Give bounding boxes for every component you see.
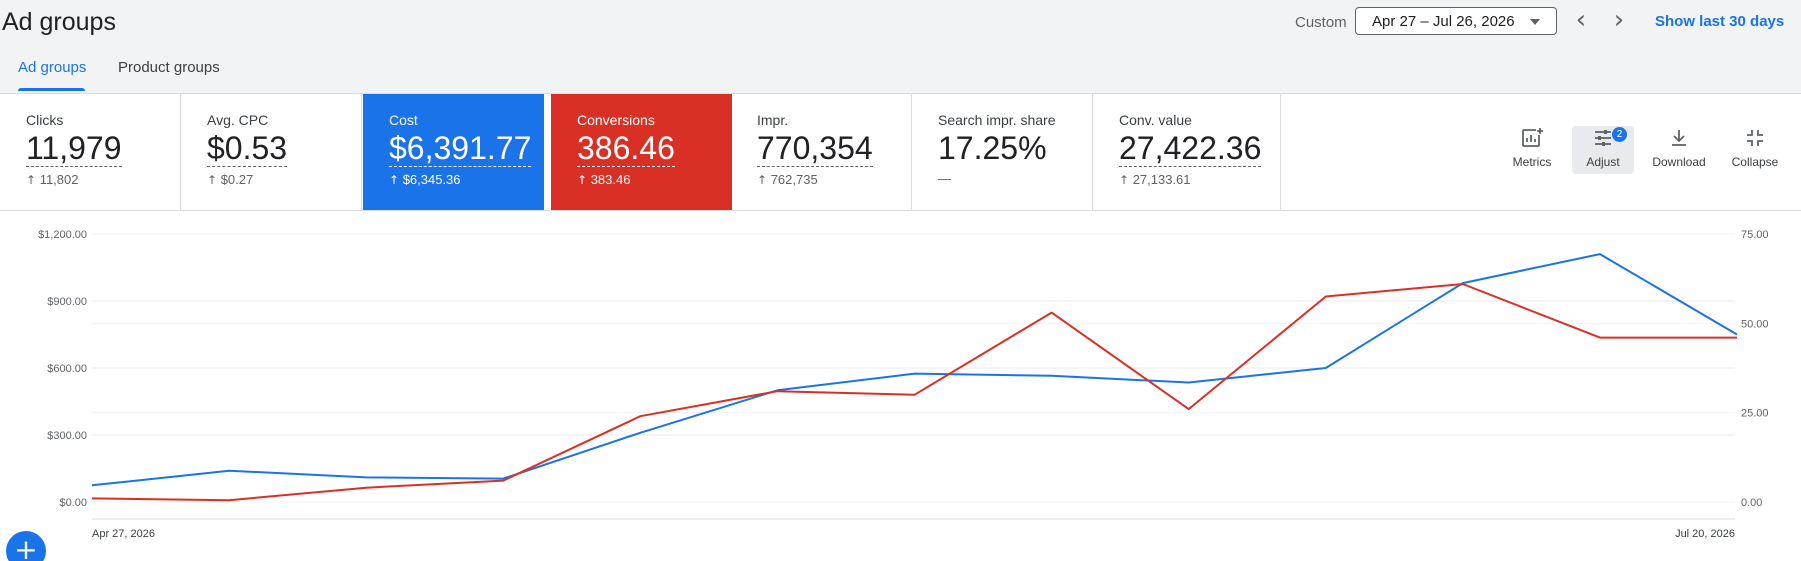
y-left-tick-label: $900.00 [47, 296, 87, 308]
add-fab-button[interactable]: + [6, 531, 46, 561]
y-left-tick-label: $600.00 [47, 363, 87, 375]
date-range-value: Apr 27 – Jul 26, 2026 [1372, 13, 1515, 30]
scorecard-value: 770,354 [757, 130, 873, 167]
scorecard-search-impr-share[interactable]: Search impr. share 17.25% — [912, 94, 1093, 210]
collapse-button[interactable]: Collapse [1724, 126, 1786, 174]
scorecard-label: Conversions [577, 112, 655, 128]
adjust-button[interactable]: Adjust 2 [1572, 126, 1634, 174]
scorecard-change: — [938, 171, 951, 186]
scorecard-conv-value[interactable]: Conv. value 27,422.36 ↑ 27,133.61 [1093, 94, 1281, 210]
y-left-tick-label: $0.00 [59, 497, 87, 509]
scorecard-label: Avg. CPC [207, 112, 269, 128]
scorecard-label: Conv. value [1119, 112, 1192, 128]
metrics-icon [1501, 126, 1563, 150]
scorecard-label: Search impr. share [938, 112, 1056, 128]
x-tick-label: Jul 20, 2026 [1675, 528, 1735, 540]
arrow-up-icon: ↑ [26, 173, 37, 187]
adjust-count-badge: 2 [1612, 127, 1627, 142]
adjust-label: Adjust [1586, 155, 1620, 169]
scorecard-change-value: 762,735 [770, 172, 818, 187]
scorecard-conversions[interactable]: Conversions 386.46 ↑ 383.46 [551, 94, 732, 210]
scorecard-change: ↑ 11,802 [26, 172, 180, 187]
series-line-conversions [91, 283, 1737, 502]
scorecard-label: Clicks [26, 112, 64, 128]
download-icon [1648, 126, 1710, 150]
performance-chart: $1,200.00 $900.00 $600.00 $300.00 $0.00 75.00… [38, 229, 1769, 540]
custom-label: Custom [1295, 14, 1347, 31]
tab-ad-groups[interactable]: Ad groups [18, 59, 87, 76]
page-title: Ad groups [2, 8, 116, 36]
tab-product-groups[interactable]: Product groups [118, 59, 220, 76]
scorecard-value: $6,391.77 [389, 130, 532, 167]
scorecard-cost[interactable]: Cost $6,391.77 ↑ $6,345.36 [363, 94, 544, 210]
scorecard-value: 27,422.36 [1119, 130, 1262, 167]
y-left-tick-label: $1,200.00 [38, 229, 87, 241]
scorecard-value: $0.53 [207, 130, 288, 167]
scorecard-change: ↑ $6,345.36 [389, 172, 544, 187]
arrow-up-icon: ↑ [207, 173, 218, 187]
scorecard-change-value: 27,133.61 [1132, 172, 1191, 187]
scorecard-value: 11,979 [26, 130, 122, 167]
scorecard-label: Cost [389, 112, 418, 128]
scorecard-change-value: 383.46 [590, 172, 631, 187]
y-right-tick-label: 25.00 [1741, 408, 1769, 420]
scorecard-change-value: $0.27 [220, 172, 254, 187]
metrics-label: Metrics [1512, 155, 1552, 169]
dropdown-caret-icon [1530, 19, 1540, 25]
y-right-tick-label: 0.00 [1741, 497, 1762, 509]
scorecard-change: ↑ 762,735 [757, 172, 911, 187]
date-range-picker[interactable]: Apr 27 – Jul 26, 2026 [1355, 7, 1557, 35]
arrow-up-icon: ↑ [577, 173, 588, 187]
tune-icon [1572, 126, 1634, 150]
divider [0, 210, 1801, 211]
scorecard-change: ↑ 27,133.61 [1119, 172, 1280, 187]
chevron-right-icon[interactable]: › [1613, 5, 1625, 35]
active-tab-indicator [18, 88, 85, 91]
scorecard-impressions[interactable]: Impr. 770,354 ↑ 762,735 [731, 94, 912, 210]
x-tick-label: Apr 27, 2026 [92, 528, 155, 540]
arrow-up-icon: ↑ [757, 173, 768, 187]
metrics-button[interactable]: Metrics [1501, 126, 1563, 174]
scorecard-value: 17.25% [938, 130, 1047, 166]
scorecard-change: ↑ $0.27 [207, 172, 361, 187]
scorecard-change-value: $6,345.36 [402, 172, 461, 187]
download-label: Download [1652, 155, 1706, 169]
series-line-cost [91, 253, 1738, 487]
divider [0, 93, 1801, 94]
collapse-icon [1724, 126, 1786, 150]
scorecard-change-value: 11,802 [39, 172, 79, 187]
download-button[interactable]: Download [1648, 126, 1710, 174]
collapse-label: Collapse [1731, 155, 1779, 169]
scorecard-avg-cpc[interactable]: Avg. CPC $0.53 ↑ $0.27 [181, 94, 362, 210]
y-right-tick-label: 50.00 [1741, 318, 1769, 330]
scorecard-value: 386.46 [577, 130, 675, 167]
y-right-tick-label: 75.00 [1741, 229, 1769, 241]
chevron-left-icon[interactable]: ‹ [1575, 5, 1587, 35]
scorecard-label: Impr. [757, 112, 789, 128]
scorecard-clicks[interactable]: Clicks 11,979 ↑ 11,802 [0, 94, 181, 210]
scorecard-change: ↑ 383.46 [577, 172, 732, 187]
show-last-30-days-button[interactable]: Show last 30 days [1655, 13, 1785, 30]
y-left-tick-label: $300.00 [47, 430, 87, 442]
arrow-up-icon: ↑ [389, 173, 400, 187]
arrow-up-icon: ↑ [1119, 173, 1130, 187]
